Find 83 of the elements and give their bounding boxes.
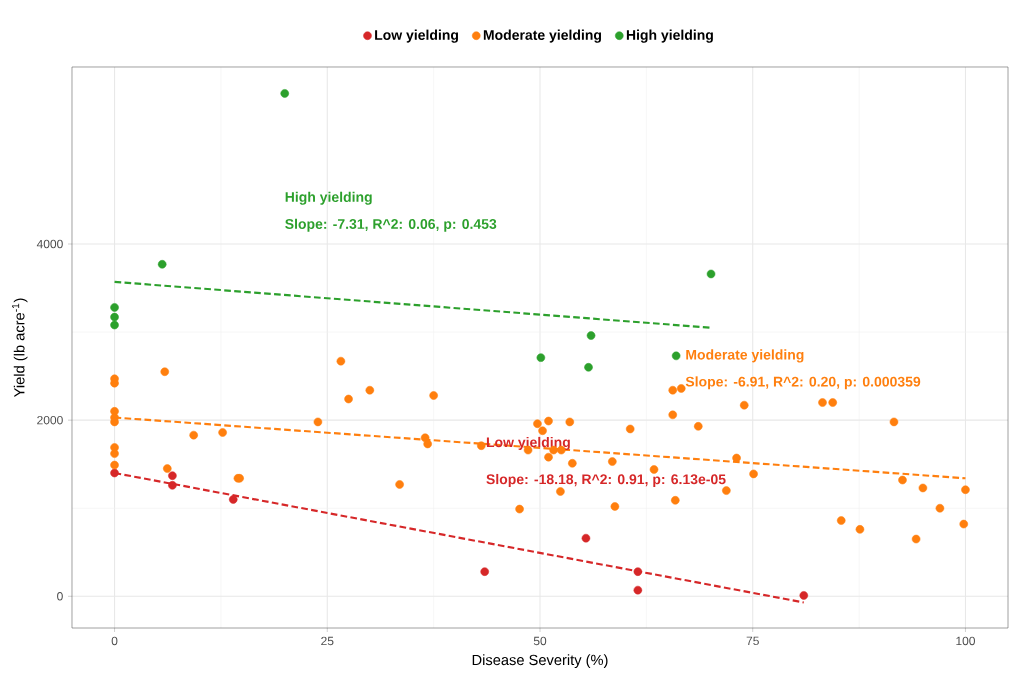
x-tick-label: 50 <box>533 636 547 646</box>
point <box>633 567 643 576</box>
x-tick-label: 25 <box>321 636 334 646</box>
point <box>395 480 404 489</box>
point <box>722 486 731 495</box>
point <box>110 460 119 470</box>
point <box>480 567 489 576</box>
point <box>365 385 375 395</box>
point <box>168 481 177 490</box>
point <box>228 495 238 504</box>
point <box>581 533 591 543</box>
point <box>671 496 680 505</box>
point <box>649 465 659 474</box>
annotation: Slope: -18.18, R^2: 0.91, p: 6.13e-05 <box>486 473 726 487</box>
point <box>918 483 928 493</box>
x-tick-label: 0 <box>111 636 118 646</box>
point <box>625 424 635 434</box>
legend-label: Moderate yielding <box>483 29 602 43</box>
annotation: Low yielding <box>486 436 570 450</box>
point <box>544 452 553 462</box>
y-tick-label: 4000 <box>36 239 63 249</box>
point <box>935 503 945 513</box>
point <box>163 464 172 473</box>
point <box>280 89 289 98</box>
point <box>749 469 758 479</box>
point <box>556 487 565 496</box>
point <box>544 416 553 426</box>
point <box>344 394 353 404</box>
point <box>799 591 809 600</box>
point <box>218 428 227 437</box>
point <box>189 430 198 440</box>
annotation: Slope: -7.31, R^2: 0.06, p: 0.453 <box>285 218 497 232</box>
point <box>568 459 577 468</box>
point <box>898 475 907 485</box>
y-tick-label: 0 <box>57 592 63 601</box>
point <box>668 385 678 395</box>
annotation: Slope: -6.91, R^2: 0.20, p: 0.000359 <box>685 376 921 390</box>
point <box>889 417 899 427</box>
point <box>429 391 438 400</box>
point <box>828 398 837 407</box>
annotation: High yielding <box>285 191 372 205</box>
annotation: Moderate yielding <box>686 349 804 363</box>
point <box>739 400 749 410</box>
point <box>477 441 486 450</box>
point <box>676 384 686 393</box>
point <box>668 410 678 420</box>
point <box>536 353 546 362</box>
point <box>313 417 323 427</box>
point <box>633 585 643 595</box>
point <box>586 331 596 340</box>
point <box>110 312 119 322</box>
legend-label: High yielding <box>626 29 713 43</box>
point <box>538 426 547 435</box>
point <box>423 439 432 449</box>
point <box>818 398 827 407</box>
point <box>961 485 970 494</box>
x-axis-title: Disease Severity (%) <box>472 654 608 669</box>
point <box>608 457 617 466</box>
point <box>959 519 969 529</box>
point <box>168 471 177 480</box>
point <box>610 502 620 511</box>
point <box>110 320 119 330</box>
point <box>565 417 575 427</box>
point <box>836 516 846 525</box>
point <box>706 269 716 279</box>
point <box>160 367 170 376</box>
point <box>110 468 119 478</box>
point <box>533 419 542 428</box>
point <box>110 303 119 312</box>
point <box>157 260 167 269</box>
point <box>694 422 703 431</box>
y-axis-title: Yield (lb acre$^{-1}$) <box>12 298 28 398</box>
y-tick-label: 2000 <box>37 415 63 425</box>
point <box>515 504 524 514</box>
legend-label: Low yielding <box>375 29 458 43</box>
x-tick-label: 100 <box>956 636 975 646</box>
point <box>110 449 119 458</box>
point <box>855 525 865 534</box>
point <box>336 356 346 366</box>
point <box>584 363 593 372</box>
point <box>911 534 921 544</box>
x-tick-label: 75 <box>746 636 759 646</box>
point <box>671 351 681 361</box>
